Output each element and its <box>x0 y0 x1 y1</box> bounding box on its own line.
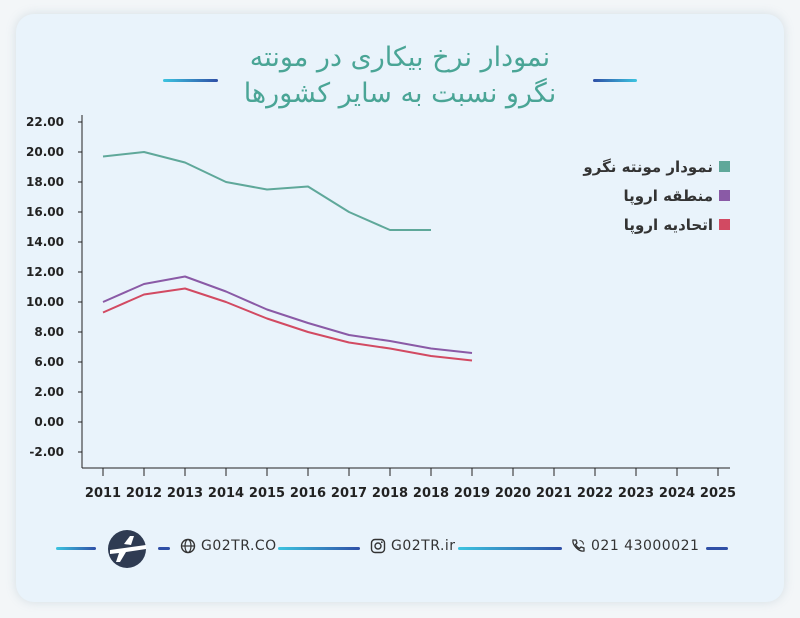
footer-line-1 <box>56 547 96 550</box>
legend-swatch-eu <box>719 219 730 230</box>
series-line-0 <box>102 151 431 231</box>
legend-label-montenegro: نمودار مونته نگرو <box>583 157 713 176</box>
chart-card <box>16 14 784 602</box>
x-tick-label: 2014 <box>208 486 244 501</box>
x-tick-label: 2015 <box>249 486 285 501</box>
chart-title-line2: نگرو نسبت به سایر کشورها <box>243 78 557 109</box>
footer-phone-text: 021 43000021 <box>591 538 700 554</box>
footer-instagram-text: G02TR.ir <box>391 538 456 554</box>
legend-label-eurozone: منطقه اروپا <box>623 186 713 205</box>
footer-bar: G02TR.CO G02TR.ir 021 43000021 <box>0 530 800 568</box>
footer-website[interactable]: G02TR.CO <box>180 538 277 554</box>
x-tick-label: 2022 <box>577 486 613 501</box>
x-tick-label: 2018 <box>372 486 408 501</box>
y-tick-label: 6.00 <box>34 355 64 369</box>
globe-icon <box>180 538 196 554</box>
chart-legend: نمودار مونته نگرو منطقه اروپا اتحادیه ار… <box>583 152 730 239</box>
series-line-1 <box>102 275 473 354</box>
y-tick-label: 20.00 <box>26 145 64 159</box>
x-tick-label: 2020 <box>495 486 531 501</box>
title-deco-right <box>593 79 637 82</box>
y-tick-label: 8.00 <box>34 325 64 339</box>
y-tick-label: 18.00 <box>26 175 64 189</box>
legend-item-eu: اتحادیه اروپا <box>583 210 730 239</box>
instagram-icon <box>370 538 386 554</box>
x-tick-label: 2019 <box>454 486 490 501</box>
legend-item-montenegro: نمودار مونته نگرو <box>583 152 730 181</box>
footer-website-text: G02TR.CO <box>201 538 277 554</box>
x-tick-label: 2016 <box>290 486 326 501</box>
series-line-2 <box>102 287 473 362</box>
footer-line-5 <box>706 547 728 550</box>
footer-instagram[interactable]: G02TR.ir <box>370 538 456 554</box>
x-tick-label: 2012 <box>126 486 162 501</box>
legend-label-eu: اتحادیه اروپا <box>623 215 713 234</box>
x-tick-label: 2018 <box>413 486 449 501</box>
legend-swatch-eurozone <box>719 190 730 201</box>
logo-plane-icon <box>108 530 146 568</box>
legend-item-eurozone: منطقه اروپا <box>583 181 730 210</box>
title-deco-left <box>163 79 218 82</box>
footer-line-2 <box>158 547 170 550</box>
y-tick-label: 2.00 <box>34 385 64 399</box>
x-tick-label: 2023 <box>618 486 654 501</box>
phone-icon <box>572 539 585 552</box>
legend-swatch-montenegro <box>719 161 730 172</box>
x-tick-label: 2017 <box>331 486 367 501</box>
y-tick-label: -2.00 <box>29 445 64 459</box>
footer-line-3 <box>278 547 360 550</box>
x-tick-label: 2024 <box>659 486 695 501</box>
footer-line-4 <box>458 547 562 550</box>
x-tick-label: 2021 <box>536 486 572 501</box>
x-tick-label: 2025 <box>700 486 736 501</box>
y-tick-label: 0.00 <box>34 415 64 429</box>
x-tick-label: 2011 <box>85 486 121 501</box>
chart-title-line1: نمودار نرخ بیکاری در مونته <box>249 42 551 73</box>
x-tick-label: 2013 <box>167 486 203 501</box>
y-tick-label: 10.00 <box>26 295 64 309</box>
y-tick-label: 12.00 <box>26 265 64 279</box>
footer-phone[interactable]: 021 43000021 <box>570 538 699 554</box>
y-tick-label: 22.00 <box>26 115 64 129</box>
y-tick-label: 16.00 <box>26 205 64 219</box>
y-tick-label: 14.00 <box>26 235 64 249</box>
